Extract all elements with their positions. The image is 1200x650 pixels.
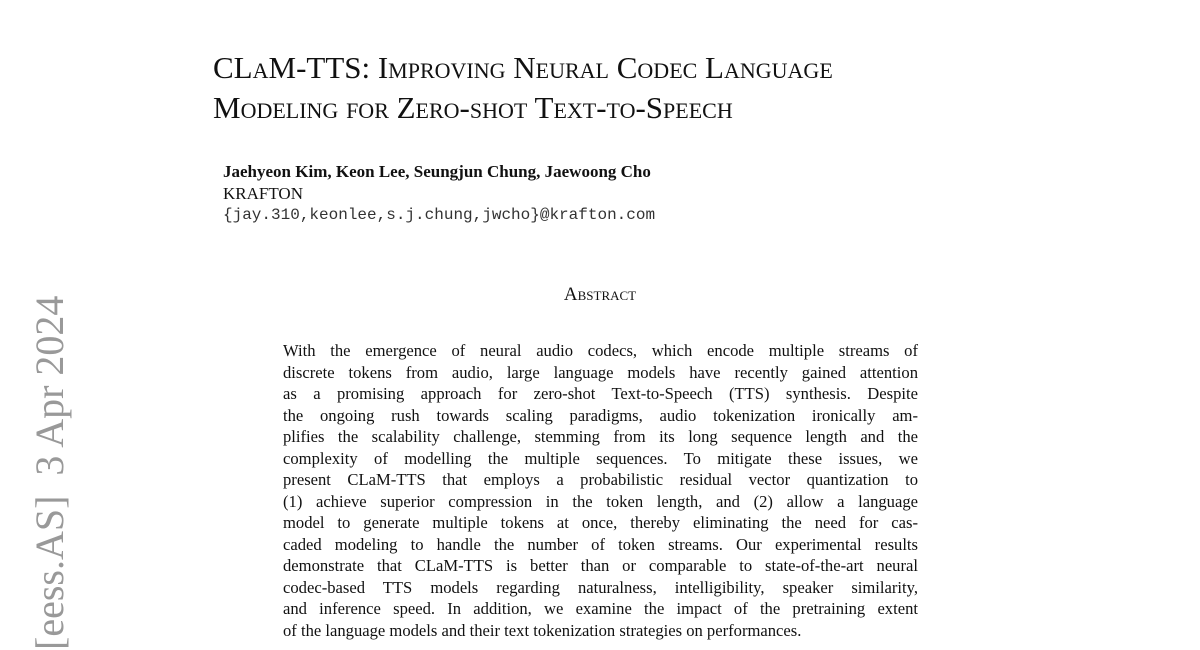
abstract-line: codec-based TTS models regarding natural… xyxy=(283,577,918,597)
arxiv-stamp: [eess.AS] 3 Apr 2024 xyxy=(27,295,72,650)
abstract-line: and inference speed. In addition, we exa… xyxy=(283,599,918,618)
email: {jay.310,keonlee,s.j.chung,jwcho}@krafto… xyxy=(223,206,656,224)
abstract-heading: Abstract xyxy=(563,284,637,305)
abstract-line: With the emergence of neural audio codec… xyxy=(283,341,918,360)
affiliation: KRAFTON xyxy=(223,184,303,203)
abstract: With the emergence of neural audio codec… xyxy=(283,340,918,641)
paper-title: CLaM-TTS: Improving Neural Codec Languag… xyxy=(213,48,833,128)
abstract-line: (1) achieve superior compression in the … xyxy=(283,491,918,511)
abstract-line: the ongoing rush towards scaling paradig… xyxy=(283,405,918,425)
abstract-line: discrete tokens from audio, large langua… xyxy=(283,362,918,382)
abstract-line: complexity of modelling the multiple seq… xyxy=(283,448,918,468)
authors: Jaehyeon Kim, Keon Lee, Seungjun Chung, … xyxy=(223,162,651,181)
abstract-line: caded modeling to handle the number of t… xyxy=(283,534,918,554)
abstract-line: demonstrate that CLaM-TTS is better than… xyxy=(283,556,918,575)
abstract-line: as a promising approach for zero-shot Te… xyxy=(283,384,918,403)
abstract-line: model to generate multiple tokens at onc… xyxy=(283,513,918,532)
abstract-line: plifies the scalability challenge, stemm… xyxy=(283,427,918,446)
abstract-line: present CLaM-TTS that employs a probabil… xyxy=(283,470,918,489)
abstract-line: of the language models and their text to… xyxy=(283,620,802,640)
title-line: Modeling for Zero-shot Text-to-Speech xyxy=(213,90,733,125)
title-line: CLaM-TTS: Improving Neural Codec Languag… xyxy=(213,50,833,85)
